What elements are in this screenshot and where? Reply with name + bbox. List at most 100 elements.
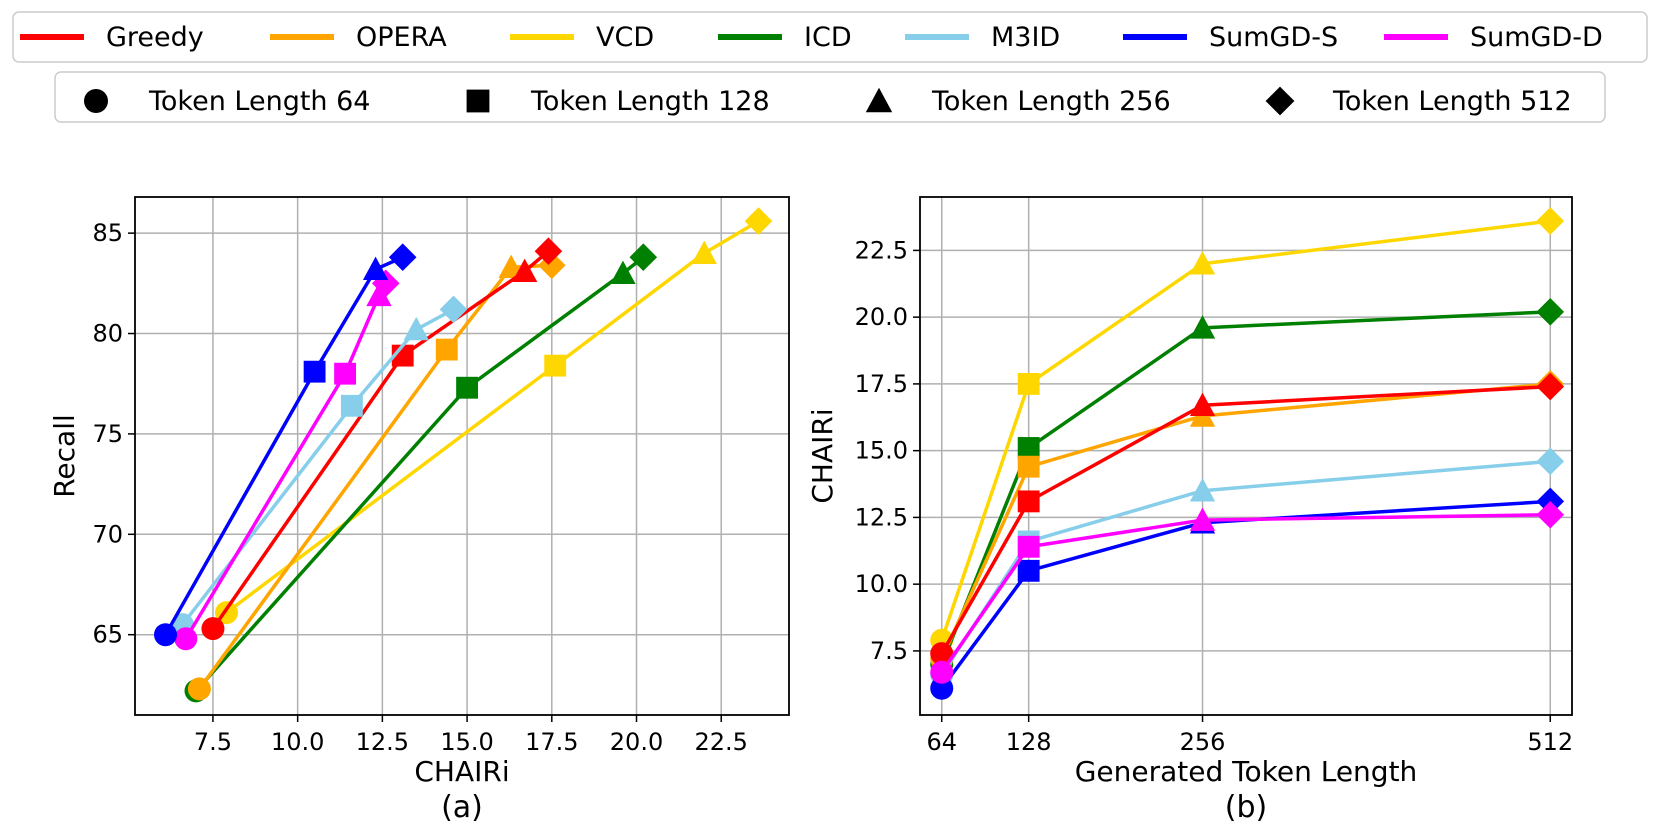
- point-sumgd-d-diamond: [1536, 500, 1565, 529]
- x-tick-label: 512: [1527, 728, 1573, 756]
- point-opera-square: [435, 338, 458, 361]
- y-tick-label: 80: [92, 320, 123, 348]
- series-line-m3id: [181, 307, 455, 626]
- point-sumgd-s-triangle: [362, 256, 389, 281]
- legend-label-token-length-128: Token Length 128: [530, 86, 770, 117]
- y-axis-label: CHAIRi: [806, 408, 839, 503]
- series-opera: [187, 251, 566, 701]
- grid: [135, 197, 789, 715]
- series-greedy: [930, 372, 1565, 666]
- y-tick-label: 20.0: [855, 303, 908, 331]
- x-tick-label: 17.5: [525, 728, 578, 756]
- plot-frame: [134, 196, 790, 716]
- x-tick-label: 256: [1180, 728, 1226, 756]
- series-sumgd-s: [930, 487, 1565, 700]
- series-sumgd-d: [930, 500, 1565, 684]
- y-tick-label: 70: [92, 520, 123, 548]
- y-tick-label: 85: [92, 219, 123, 247]
- point-greedy-diamond: [1536, 372, 1565, 401]
- series-line-greedy: [940, 384, 1551, 655]
- x-tick-label: 20.0: [610, 728, 663, 756]
- point-vcd-square: [544, 354, 567, 377]
- point-sumgd-d-square: [1017, 535, 1040, 558]
- point-vcd-triangle: [1189, 251, 1216, 275]
- point-m3id-triangle: [1189, 478, 1216, 502]
- y-tick-label: 75: [92, 420, 123, 448]
- x-tick-label: 7.5: [194, 728, 232, 756]
- series-line-opera: [940, 382, 1551, 660]
- point-vcd-diamond: [1536, 207, 1565, 235]
- point-m3id-square: [340, 394, 363, 417]
- subplot-caption: (b): [1225, 790, 1267, 825]
- legend-label-m3id: M3ID: [991, 22, 1060, 53]
- legend-label-greedy: Greedy: [106, 22, 204, 53]
- series-line-sumgd-s: [163, 255, 404, 636]
- legend-square-marker: [466, 89, 490, 113]
- series-line-opera: [197, 263, 552, 690]
- chart-a: 7.5 10.0 12.5 15.0 17.5 20.0 22.5 65 70 75 80 85 CHA…: [48, 196, 790, 825]
- series-line-icd: [194, 255, 645, 693]
- y-tick-label: 10.0: [855, 570, 908, 598]
- point-vcd-square: [1017, 372, 1040, 395]
- x-axis-label: Generated Token Length: [1075, 755, 1418, 788]
- x-tick-label: 15.0: [440, 728, 493, 756]
- point-sumgd-d-triangle: [1189, 507, 1216, 531]
- point-m3id-triangle: [403, 316, 429, 341]
- series-vcd: [214, 207, 773, 625]
- point-sumgd-s-circle: [153, 623, 177, 647]
- point-greedy-diamond: [534, 237, 563, 266]
- point-icd-diamond: [1536, 298, 1565, 326]
- series-line-vcd: [225, 219, 760, 615]
- point-icd-diamond: [629, 243, 658, 272]
- point-icd-square: [1017, 437, 1040, 459]
- y-tick-label: 15.0: [855, 437, 908, 465]
- point-greedy-circle: [930, 642, 954, 666]
- y-tick-label: 22.5: [855, 236, 908, 264]
- series-sumgd-d: [174, 269, 400, 651]
- point-icd-square: [456, 376, 479, 399]
- series-line-sumgd-d: [184, 282, 388, 640]
- x-tick-label: 10.0: [271, 728, 324, 756]
- chart-b: 64 128 256 512 7.5 10.0 12.5 15.0 17.5 20.0 22.5 Ge…: [806, 196, 1573, 825]
- legend-label-opera: OPERA: [356, 22, 447, 53]
- point-sumgd-s-diamond: [388, 243, 417, 272]
- legend-circle-marker: [84, 89, 108, 113]
- x-axis-label: CHAIRi: [414, 755, 509, 788]
- series-line-sumgd-d: [940, 512, 1551, 674]
- series-line-vcd: [940, 219, 1551, 641]
- legend-label-token-length-512: Token Length 512: [1332, 86, 1572, 117]
- x-tick-label: 64: [926, 728, 957, 756]
- y-tick-label: 7.5: [870, 637, 908, 665]
- point-sumgd-s-square: [1017, 559, 1040, 582]
- y-tick-label: 17.5: [855, 370, 908, 398]
- point-m3id-diamond: [1536, 447, 1565, 476]
- legend-label-sumgd-s: SumGD-S: [1209, 22, 1338, 53]
- series-line-icd: [940, 310, 1551, 665]
- point-opera-circle: [187, 677, 211, 701]
- marker-legend-frame: [54, 71, 1606, 123]
- legend-label-token-length-64: Token Length 64: [148, 86, 370, 117]
- point-sumgd-s-square: [303, 360, 326, 383]
- point-greedy-triangle: [512, 258, 538, 283]
- point-sumgd-d-diamond: [371, 269, 400, 298]
- point-icd-triangle: [610, 260, 636, 285]
- method-legend-frame: [12, 11, 1648, 63]
- x-tick-label: 128: [1006, 728, 1052, 756]
- plot-frame: [919, 196, 1573, 716]
- point-greedy-circle: [201, 617, 225, 641]
- x-tick-label: 12.5: [356, 728, 409, 756]
- x-tick-label: 22.5: [695, 728, 748, 756]
- point-icd-triangle: [1189, 315, 1216, 339]
- y-tick-label: 12.5: [855, 503, 908, 531]
- legend-diamond-marker: [1265, 86, 1295, 116]
- marker-legend: Token Length 64 Token Length 128 Token Len…: [54, 71, 1606, 123]
- point-sumgd-d-square: [334, 362, 357, 385]
- legend-label-sumgd-d: SumGD-D: [1470, 22, 1603, 53]
- legend-label-icd: ICD: [804, 22, 852, 53]
- point-m3id-diamond: [439, 295, 468, 324]
- point-vcd-diamond: [744, 207, 773, 235]
- series-line-sumgd-s: [940, 499, 1551, 690]
- point-greedy-triangle: [1189, 392, 1216, 417]
- method-legend: Greedy OPERA VCD ICD M3ID SumGD-S SumGD-D: [12, 11, 1648, 63]
